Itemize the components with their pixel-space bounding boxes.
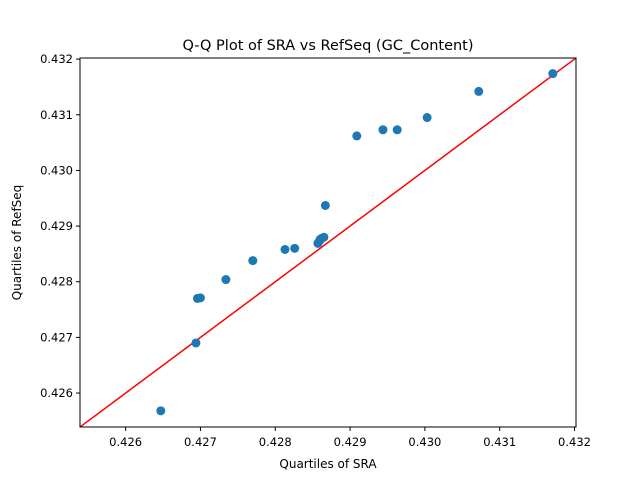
x-tick-label-3: 0.428	[259, 435, 292, 449]
x-tick-label-5: 0.430	[408, 435, 441, 449]
x-tick-label-7: 0.432	[558, 435, 591, 449]
y-tick-label-5: 0.430	[40, 163, 73, 177]
data-point-14	[320, 200, 330, 210]
x-tick-label-1: 0.426	[109, 435, 142, 449]
y-tick-label-4: 0.429	[40, 219, 73, 233]
y-tick-label-2: 0.427	[40, 330, 73, 344]
data-point-2	[191, 338, 201, 348]
x-axis: 0.426 0.427 0.428 0.429 0.430 0.431 0.432	[109, 427, 591, 449]
data-point-19	[474, 86, 484, 96]
x-axis-label: Quartiles of SRA	[279, 457, 377, 471]
x-tick-label-4: 0.429	[334, 435, 367, 449]
data-point-4	[195, 293, 205, 303]
y-tick-label-6: 0.431	[40, 108, 73, 122]
data-point-17	[392, 125, 402, 135]
data-point-5	[221, 275, 231, 285]
x-tick-label-2: 0.427	[184, 435, 217, 449]
y-tick-label-3: 0.428	[40, 275, 73, 289]
data-point-18	[422, 113, 432, 123]
y-axis-label: Quartiles of RefSeq	[10, 185, 24, 301]
data-point-20	[548, 69, 558, 79]
data-point-8	[290, 243, 300, 253]
y-tick-label-7: 0.432	[40, 52, 73, 66]
x-tick-label-6: 0.431	[483, 435, 516, 449]
reference-line	[80, 58, 576, 427]
data-point-16	[378, 125, 388, 135]
plot-frame	[79, 57, 577, 428]
data-point-15	[352, 131, 362, 141]
y-tick-label-1: 0.426	[40, 386, 73, 400]
y-axis: 0.426 0.427 0.428 0.429 0.430 0.431 0.432	[40, 52, 80, 400]
chart-title: Q-Q Plot of SRA vs RefSeq (GC_Content)	[182, 38, 473, 54]
data-point-7	[280, 244, 290, 254]
data-point-6	[248, 256, 258, 266]
data-point-13	[319, 232, 329, 242]
data-point-1	[156, 406, 166, 416]
plot-area	[79, 57, 577, 428]
